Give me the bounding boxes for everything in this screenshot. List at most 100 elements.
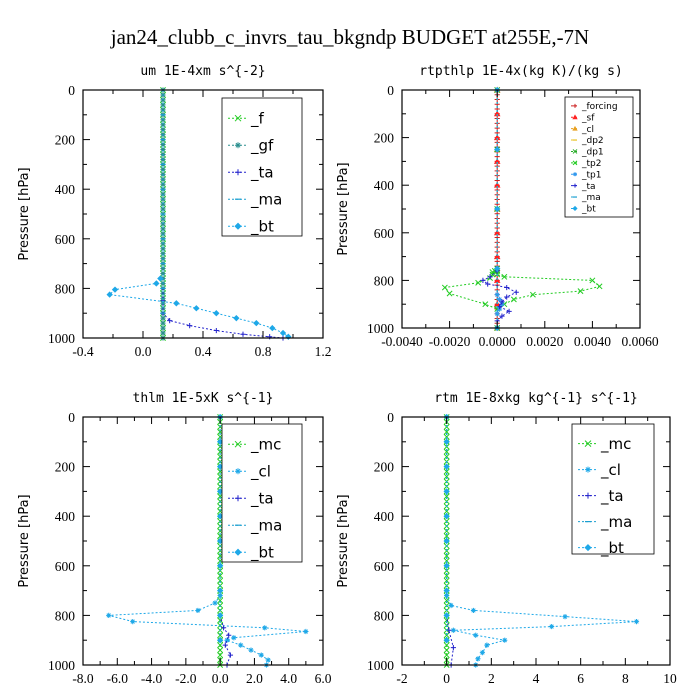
data-point bbox=[222, 642, 228, 648]
data-point bbox=[504, 284, 510, 291]
data-point bbox=[443, 513, 450, 520]
data-point bbox=[227, 652, 234, 658]
legend-label: _ma bbox=[581, 193, 601, 203]
y-tick-label: 800 bbox=[55, 281, 76, 296]
data-point bbox=[220, 625, 227, 631]
x-tick-label: -2.0 bbox=[175, 671, 197, 686]
data-point bbox=[111, 286, 119, 293]
data-point bbox=[213, 327, 219, 334]
data-point bbox=[160, 102, 166, 108]
data-point bbox=[494, 205, 501, 213]
data-point bbox=[262, 625, 268, 631]
y-axis-label: Pressure [hPa] bbox=[336, 162, 351, 255]
data-point bbox=[216, 587, 224, 594]
data-point bbox=[106, 291, 113, 298]
y-tick-label: 200 bbox=[55, 460, 76, 475]
legend-marker bbox=[234, 440, 242, 448]
x-tick-label: -0.0020 bbox=[429, 334, 471, 349]
y-axis-label: Pressure [hPa] bbox=[17, 167, 32, 260]
data-point bbox=[217, 597, 224, 604]
legend-marker bbox=[235, 468, 241, 475]
data-point bbox=[443, 468, 450, 475]
data-point bbox=[160, 181, 166, 187]
data-point bbox=[577, 288, 584, 295]
data-point bbox=[443, 632, 450, 639]
legend-marker bbox=[584, 544, 592, 552]
x-tick-label: -0.0040 bbox=[381, 334, 423, 349]
x-tick-label: 2 bbox=[488, 671, 495, 686]
figure-title: jan24_clubb_c_invrs_tau_bkgndp BUDGET at… bbox=[110, 25, 589, 49]
x-tick-label: 2.0 bbox=[246, 671, 263, 686]
x-tick-label: -8.0 bbox=[72, 671, 94, 686]
x-tick-label: -0.4 bbox=[72, 344, 94, 359]
y-tick-label: 0 bbox=[68, 410, 75, 425]
x-tick-label: 8 bbox=[622, 671, 629, 686]
legend-label: _bt bbox=[600, 539, 624, 558]
data-point bbox=[217, 642, 224, 649]
data-point bbox=[217, 592, 223, 599]
data-point bbox=[157, 275, 164, 282]
data-point bbox=[187, 323, 193, 329]
y-tick-label: 1000 bbox=[48, 331, 75, 346]
data-point bbox=[160, 141, 166, 148]
y-tick-label: 400 bbox=[55, 509, 76, 524]
y-tick-label: 800 bbox=[374, 608, 395, 623]
y-tick-label: 400 bbox=[374, 178, 395, 193]
x-tick-label: 0.0 bbox=[212, 671, 229, 686]
legend-marker bbox=[572, 114, 578, 120]
data-point bbox=[443, 557, 450, 564]
y-tick-label: 200 bbox=[374, 131, 395, 146]
x-tick-label: -4.0 bbox=[141, 671, 163, 686]
data-point bbox=[633, 619, 640, 625]
data-point bbox=[589, 277, 596, 284]
legend-label: _sf bbox=[581, 113, 595, 123]
data-point bbox=[502, 637, 508, 643]
series-cl bbox=[106, 592, 309, 668]
data-point bbox=[499, 313, 505, 319]
legend-label: _ta bbox=[600, 487, 624, 506]
legend-label: _ma bbox=[250, 516, 282, 535]
data-point bbox=[213, 310, 220, 317]
data-point bbox=[482, 301, 489, 308]
data-point bbox=[160, 305, 166, 311]
data-point bbox=[443, 577, 450, 584]
data-point bbox=[506, 308, 512, 314]
data-point bbox=[160, 127, 166, 133]
data-point bbox=[446, 290, 453, 297]
data-point bbox=[160, 231, 166, 237]
data-point bbox=[475, 279, 482, 286]
data-point bbox=[496, 296, 503, 303]
data-point bbox=[160, 226, 166, 232]
data-point bbox=[443, 448, 450, 455]
y-tick-label: 600 bbox=[55, 559, 76, 574]
legend-marker bbox=[572, 125, 578, 131]
panel-3: thlm 1E-5xK s^{-1} Pressure [hPa] -8.0 -6.0… bbox=[17, 391, 332, 686]
data-point bbox=[233, 314, 240, 322]
legend-label: _ta bbox=[250, 163, 274, 182]
legend-label: _cl bbox=[250, 462, 271, 481]
data-point bbox=[487, 274, 493, 280]
data-point bbox=[303, 628, 309, 635]
data-point bbox=[513, 289, 519, 295]
data-point bbox=[217, 577, 224, 584]
data-point bbox=[238, 642, 244, 648]
series-cl bbox=[444, 592, 640, 668]
legend-label: _gf bbox=[250, 136, 274, 155]
x-tick-label: 4 bbox=[533, 671, 540, 686]
y-tick-label: 800 bbox=[374, 273, 395, 288]
data-point bbox=[160, 166, 166, 172]
data-point bbox=[504, 294, 510, 300]
series-ta bbox=[480, 268, 519, 324]
data-point bbox=[160, 330, 166, 336]
legend-label: _forcing bbox=[581, 102, 618, 112]
data-point bbox=[253, 319, 260, 327]
y-tick-label: 0 bbox=[387, 410, 394, 425]
data-point bbox=[269, 324, 276, 332]
data-point bbox=[596, 283, 603, 290]
x-tick-label: 10 bbox=[663, 671, 677, 686]
x-tick-label: 0.0040 bbox=[574, 334, 611, 349]
legend-label: _ta bbox=[250, 489, 274, 508]
legend: _f _gf _ta _ma _bt bbox=[221, 97, 303, 236]
series-line bbox=[108, 278, 289, 338]
